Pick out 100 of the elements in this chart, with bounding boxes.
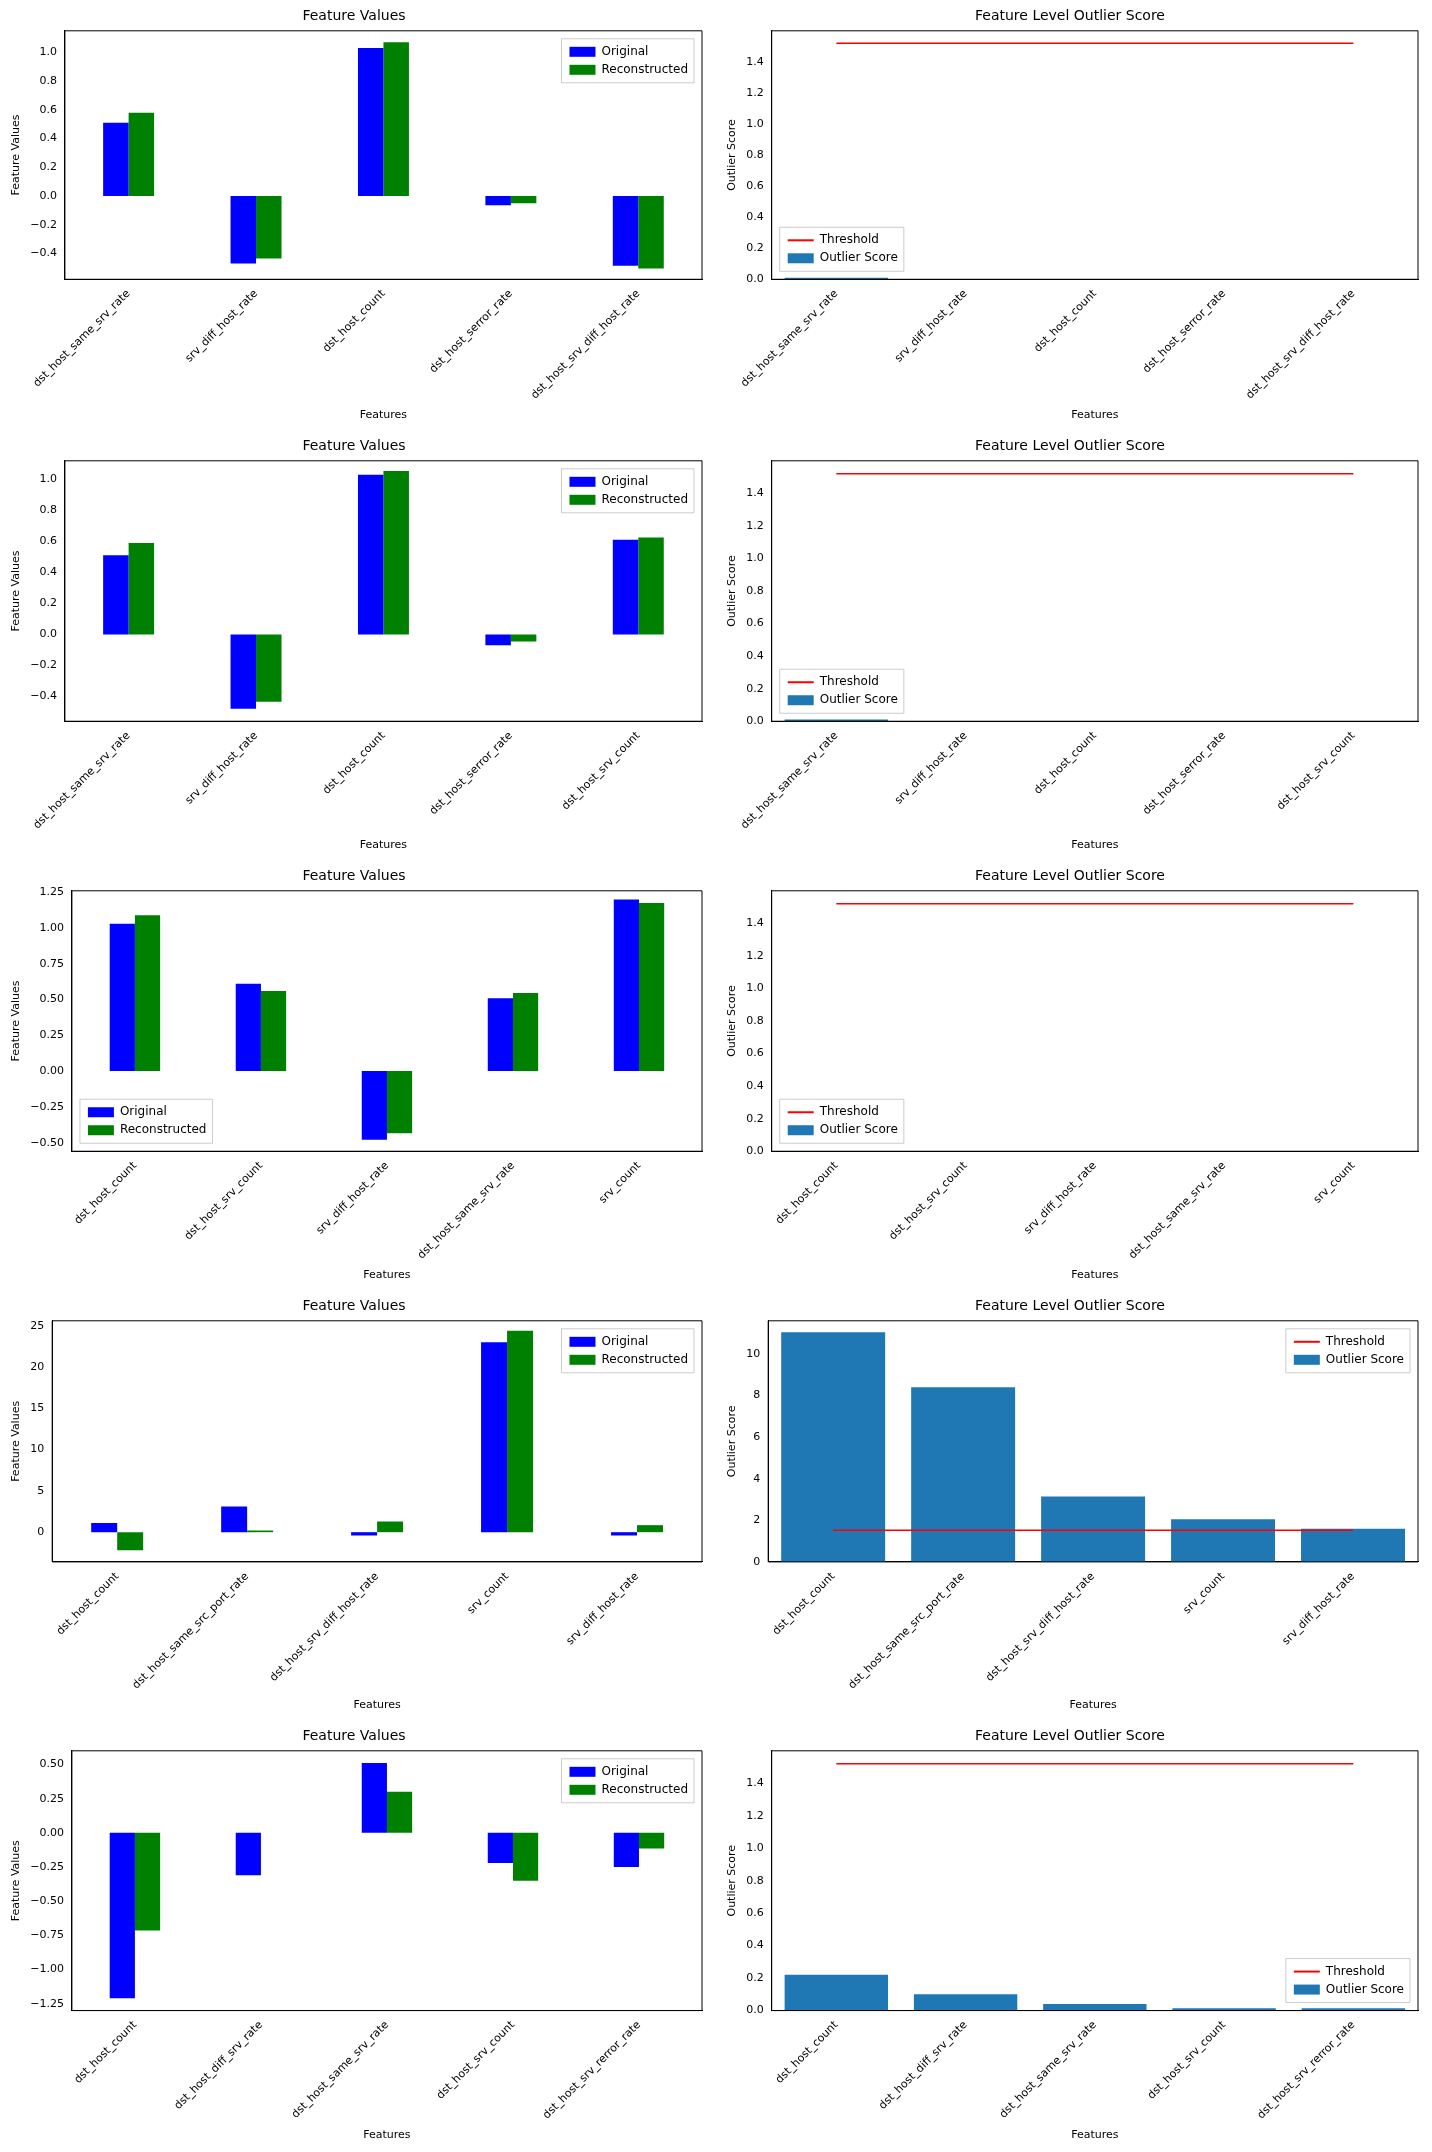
chart-title: Feature Values bbox=[302, 1727, 406, 1744]
y-tick-label: 0.6 bbox=[39, 534, 57, 548]
y-axis-title: Outlier Score bbox=[725, 554, 739, 627]
legend-label: Reconstructed bbox=[601, 491, 689, 506]
bar bbox=[613, 899, 639, 1072]
x-axis-title: Features bbox=[359, 838, 408, 852]
chart-title: Feature Values bbox=[302, 867, 406, 884]
y-tick-label: 0.4 bbox=[746, 648, 764, 662]
y-tick-label: 1.0 bbox=[746, 116, 764, 130]
y-tick-label: 0.8 bbox=[39, 73, 57, 87]
bar bbox=[103, 555, 129, 635]
legend-label: Threshold bbox=[818, 232, 879, 247]
y-tick-label: 1.2 bbox=[746, 85, 764, 99]
y-axis-title: Feature Values bbox=[9, 550, 23, 632]
chart-title: Feature Values bbox=[302, 437, 406, 454]
y-tick-label: 8 bbox=[753, 1388, 761, 1402]
y-tick-label: 0.8 bbox=[746, 1013, 764, 1027]
y-tick-label: 0.8 bbox=[39, 503, 57, 517]
bar bbox=[611, 1532, 638, 1536]
y-tick-label: 0.4 bbox=[746, 1078, 764, 1092]
bar bbox=[221, 1506, 248, 1533]
bar bbox=[260, 990, 287, 1072]
y-tick-label: 0.0 bbox=[746, 2003, 764, 2017]
y-tick-label: 0.00 bbox=[39, 1825, 64, 1839]
x-axis-title: Features bbox=[1071, 1268, 1119, 1282]
y-tick-label: 5 bbox=[37, 1483, 45, 1497]
bar bbox=[1041, 1496, 1146, 1562]
bar bbox=[638, 1832, 665, 1849]
y-tick-label: 0.8 bbox=[746, 583, 764, 597]
y-tick-label: −0.4 bbox=[30, 246, 57, 260]
y-tick-label: 0.8 bbox=[746, 1873, 764, 1887]
bar bbox=[377, 1521, 404, 1533]
y-axis-title: Feature Values bbox=[9, 114, 23, 196]
y-tick-label: 0.4 bbox=[39, 131, 57, 145]
x-axis-title: Features bbox=[1071, 2128, 1119, 2142]
y-tick-label: 0.50 bbox=[39, 992, 64, 1006]
bar bbox=[781, 1332, 886, 1562]
y-tick-label: 0.75 bbox=[39, 956, 64, 970]
legend-label: Threshold bbox=[818, 674, 879, 689]
y-tick-label: 1.4 bbox=[746, 486, 764, 500]
bar bbox=[109, 923, 135, 1072]
y-tick-label: −0.50 bbox=[30, 1894, 64, 1908]
legend-label: Original bbox=[601, 43, 649, 58]
y-tick-label: −0.2 bbox=[30, 658, 57, 672]
bar bbox=[357, 474, 384, 635]
bar bbox=[1043, 2004, 1147, 2011]
bar bbox=[1301, 1528, 1405, 1562]
legend-label: Original bbox=[119, 1104, 167, 1119]
bar bbox=[357, 48, 384, 196]
y-tick-label: 1.0 bbox=[746, 981, 764, 995]
y-tick-label: −1.25 bbox=[30, 1996, 64, 2010]
legend-label: Threshold bbox=[818, 1104, 879, 1119]
bar bbox=[256, 195, 282, 259]
legend-label: Reconstructed bbox=[601, 1781, 689, 1796]
y-tick-label: 25 bbox=[30, 1318, 45, 1332]
y-tick-label: −1.00 bbox=[30, 1962, 64, 1976]
chart-title: Feature Values bbox=[302, 1297, 406, 1314]
bar bbox=[612, 195, 639, 266]
legend-label: Threshold bbox=[1324, 1963, 1385, 1978]
legend-label: Original bbox=[601, 1763, 649, 1778]
y-axis-title: Outlier Score bbox=[725, 1844, 739, 1917]
y-tick-label: 0.2 bbox=[39, 596, 57, 610]
legend-label: Outlier Score bbox=[1325, 1351, 1405, 1366]
y-tick-label: 1.25 bbox=[39, 885, 64, 899]
y-tick-label: −0.50 bbox=[30, 1135, 64, 1149]
legend-label: Outlier Score bbox=[1325, 1981, 1405, 1996]
bar bbox=[913, 1994, 1018, 2011]
x-axis-title: Features bbox=[1071, 838, 1119, 852]
y-tick-label: 0.8 bbox=[746, 147, 764, 161]
y-tick-label: 1.0 bbox=[746, 1841, 764, 1855]
y-tick-label: 10 bbox=[30, 1442, 45, 1456]
bar bbox=[230, 195, 257, 264]
y-tick-label: 0.0 bbox=[746, 272, 764, 286]
bar bbox=[103, 122, 129, 196]
y-tick-label: 1.4 bbox=[746, 916, 764, 930]
y-tick-label: 1.0 bbox=[39, 472, 57, 486]
bar bbox=[230, 634, 257, 709]
bar bbox=[235, 983, 261, 1072]
y-axis-title: Feature Values bbox=[9, 1839, 23, 1922]
y-tick-label: 0.2 bbox=[746, 241, 764, 255]
y-tick-label: 0.0 bbox=[39, 627, 57, 641]
bar bbox=[507, 1330, 534, 1533]
legend-label: Original bbox=[601, 1333, 649, 1348]
bar bbox=[911, 1387, 1016, 1562]
legend-label: Threshold bbox=[1324, 1333, 1385, 1348]
legend-label: Outlier Score bbox=[819, 692, 898, 707]
y-tick-label: 0.6 bbox=[746, 178, 764, 192]
y-tick-label: 0 bbox=[753, 1554, 761, 1568]
y-tick-label: 1.2 bbox=[746, 948, 764, 962]
x-axis-title: Features bbox=[359, 408, 408, 422]
y-tick-label: 0.50 bbox=[39, 1757, 64, 1771]
y-tick-label: −0.25 bbox=[30, 1099, 64, 1113]
y-tick-label: −0.2 bbox=[30, 217, 57, 231]
bar bbox=[485, 195, 511, 206]
bar bbox=[386, 1791, 413, 1833]
y-tick-label: 0.00 bbox=[39, 1063, 64, 1077]
legend-label: Reconstructed bbox=[601, 61, 689, 76]
chart-title: Feature Level Outlier Score bbox=[975, 437, 1165, 454]
y-tick-label: 10 bbox=[746, 1346, 761, 1360]
bar bbox=[638, 537, 664, 635]
